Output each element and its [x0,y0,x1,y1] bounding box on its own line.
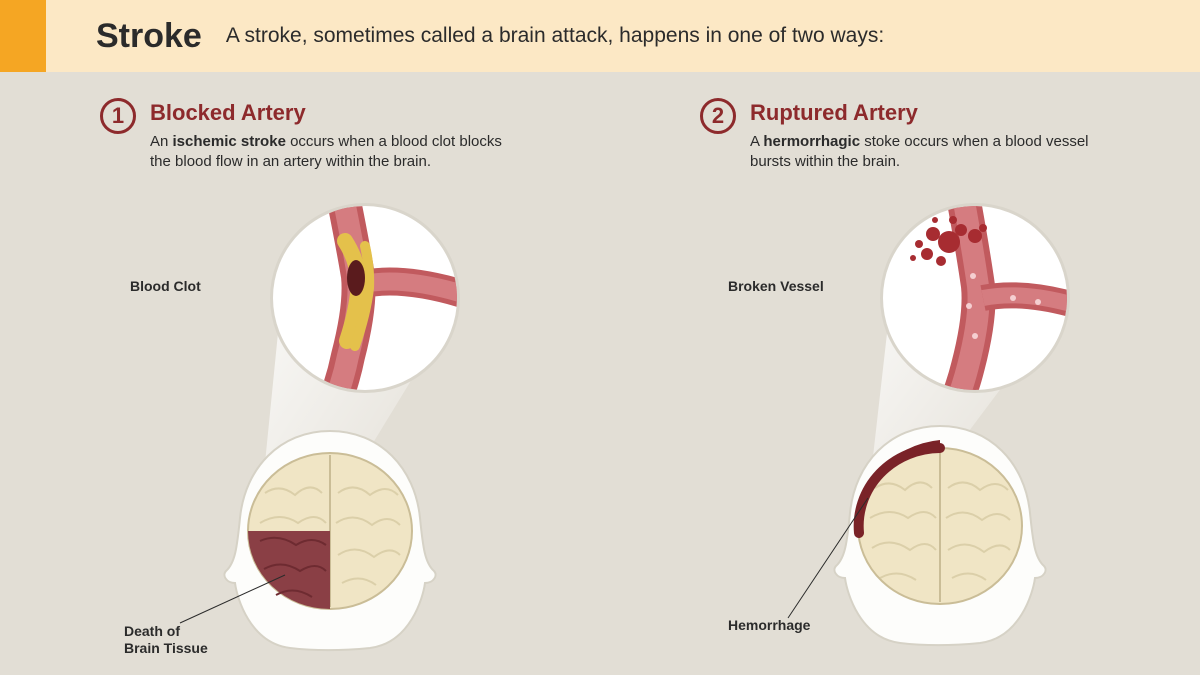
panel-description: An ischemic stroke occurs when a blood c… [150,132,510,173]
desc-bold: ischemic stroke [173,133,286,150]
header-band: Stroke A stroke, sometimes called a brai… [0,0,1200,72]
panel-description: A hermorrhagic stoke occurs when a blood… [750,132,1110,173]
zoom-circle-burst [880,203,1070,393]
artery-clot-icon [273,206,460,393]
illustration-ruptured: Broken Vessel [670,203,1200,653]
label-broken-vessel: Broken Vessel [728,278,824,296]
panel-title: Blocked Artery [150,90,600,126]
label-blood-clot: Blood Clot [130,278,201,296]
desc-bold: hermorrhagic [763,133,860,150]
panel-blocked-artery: 1 Blocked Artery An ischemic stroke occu… [0,90,600,653]
panel-number-badge: 1 [100,98,136,134]
panels-row: 1 Blocked Artery An ischemic stroke occu… [0,90,1200,653]
label-brain-damage: Death of Brain Tissue [124,623,208,658]
accent-tab [0,0,46,72]
panel-title: Ruptured Artery [750,90,1200,126]
illustration-blocked: Blood Clot [70,203,600,653]
desc-before: An [150,133,173,150]
zoom-circle-clot [270,203,460,393]
page-subtitle: A stroke, sometimes called a brain attac… [226,24,884,48]
panel-number: 1 [112,103,124,129]
artery-burst-icon [883,206,1070,393]
desc-before: A [750,133,763,150]
panel-number-badge: 2 [700,98,736,134]
page-title: Stroke [96,17,202,56]
panel-ruptured-artery: 2 Ruptured Artery A hermorrhagic stoke o… [600,90,1200,653]
leader-line [780,493,890,623]
label-hemorrhage: Hemorrhage [728,617,810,635]
panel-number: 2 [712,103,724,129]
